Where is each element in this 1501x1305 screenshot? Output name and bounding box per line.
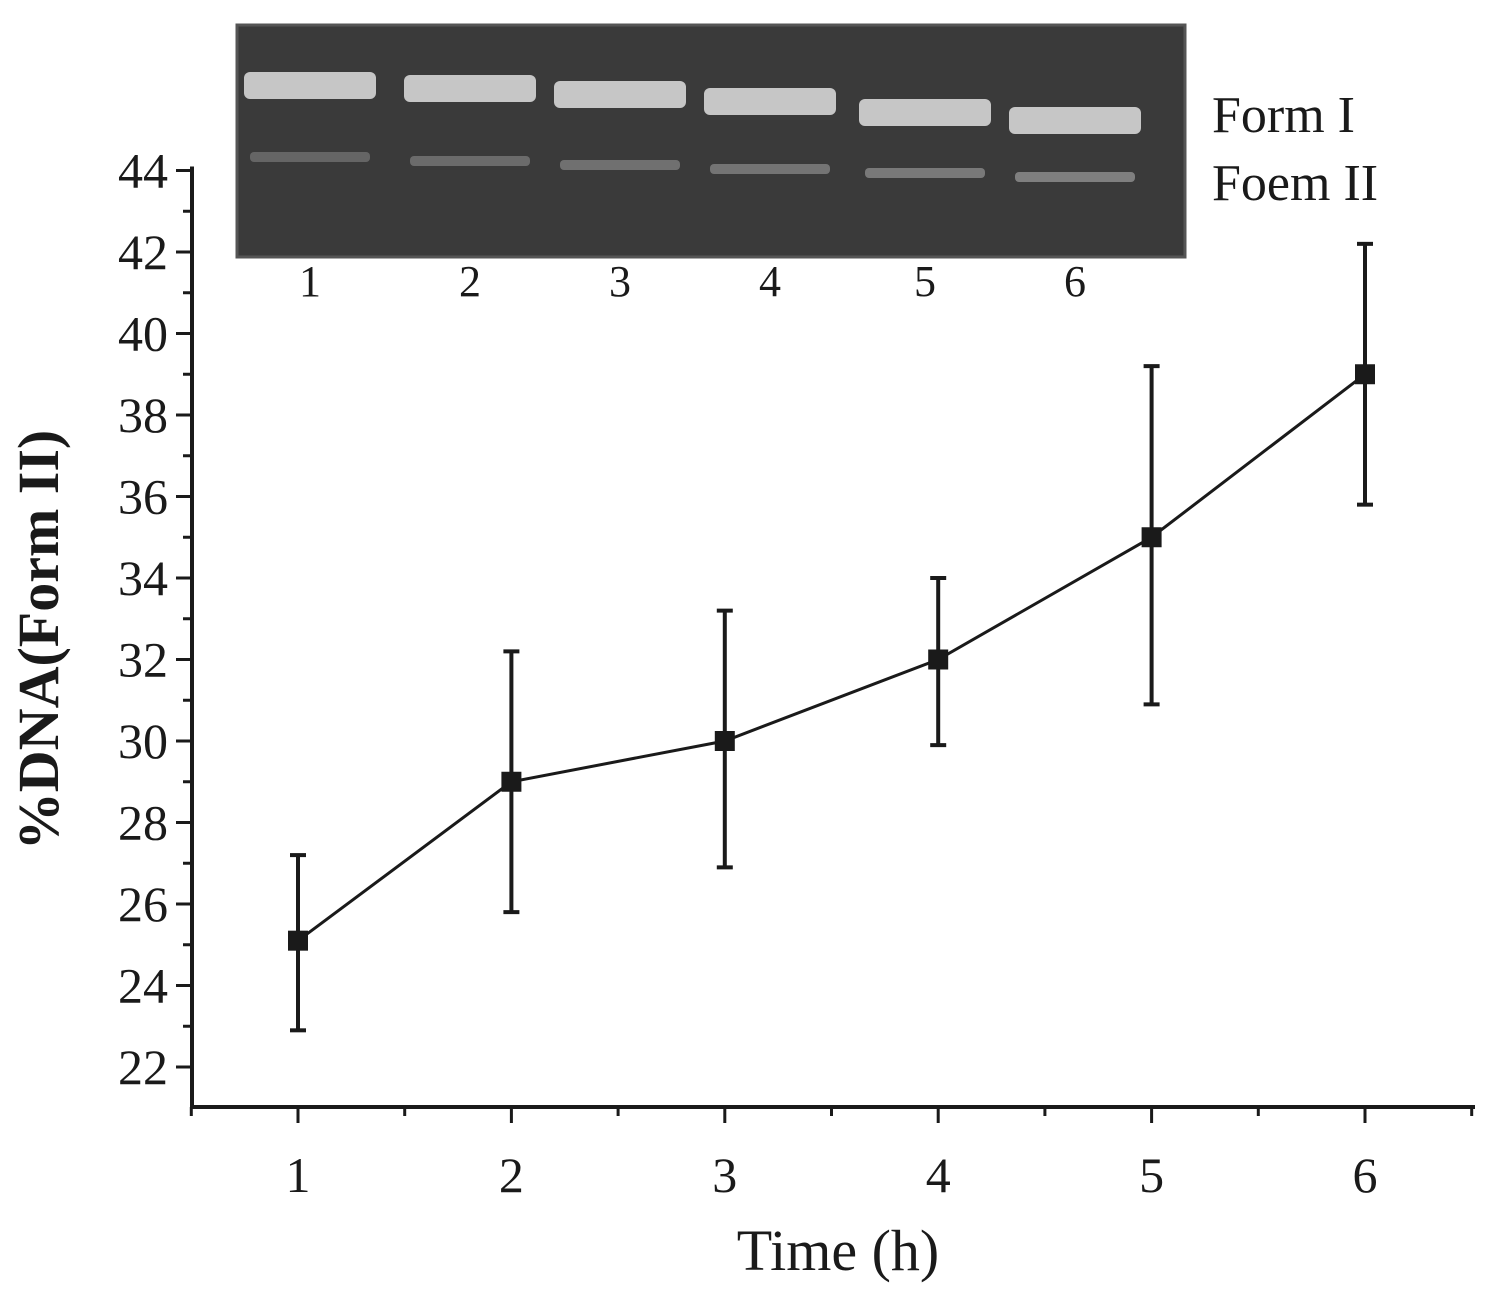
gel-band-form-i <box>1009 107 1141 134</box>
x-tick-label: 3 <box>712 1147 737 1203</box>
y-tick-label: 44 <box>118 143 168 199</box>
gel-lane-label: 5 <box>914 257 936 306</box>
x-tick-label: 2 <box>499 1147 524 1203</box>
data-point <box>501 771 522 792</box>
gel-lane-label: 2 <box>459 257 481 306</box>
gel-band-label: Form I <box>1212 87 1355 144</box>
y-tick-label: 38 <box>118 387 168 443</box>
y-tick-label: 32 <box>118 632 168 688</box>
plot-area <box>288 241 1375 1033</box>
y-tick-label: 24 <box>118 958 168 1014</box>
gel-band-form-ii <box>250 152 370 162</box>
gel-band-form-i <box>859 99 991 126</box>
gel-band-form-ii <box>1015 172 1135 182</box>
data-point <box>928 649 949 670</box>
y-tick-label: 42 <box>118 224 168 280</box>
gel-band-form-ii <box>865 168 985 178</box>
gel-band-form-ii <box>410 156 530 166</box>
x-tick-label: 1 <box>286 1147 311 1203</box>
y-tick-label: 26 <box>118 876 168 932</box>
y-tick-label: 36 <box>118 469 168 525</box>
gel-lane-label: 6 <box>1064 257 1086 306</box>
data-point <box>288 930 308 951</box>
data-point <box>1355 364 1375 385</box>
data-point <box>1141 527 1162 548</box>
x-tick-label: 6 <box>1353 1147 1378 1203</box>
data-point <box>714 731 735 751</box>
gel-image <box>235 23 1187 259</box>
x-tick-label: 5 <box>1139 1147 1164 1203</box>
gel-band-form-i <box>244 72 376 99</box>
gel-band-form-ii <box>710 164 830 174</box>
gel-lane-label: 3 <box>609 257 631 306</box>
gel-band-form-i <box>704 88 836 115</box>
gel-band-form-ii <box>560 160 680 170</box>
y-tick-label: 40 <box>118 306 168 362</box>
gel-lane-label: 1 <box>299 257 321 306</box>
x-tick-label: 4 <box>926 1147 951 1203</box>
gel-band-form-i <box>404 75 536 102</box>
series-line <box>297 373 1366 942</box>
gel-inset: 1 2 3 4 5 6 Form I Foem II <box>235 23 1378 306</box>
x-axis-title: Time (h) <box>737 1218 940 1283</box>
gel-band-form-i <box>554 81 686 108</box>
y-tick-label: 28 <box>118 795 168 851</box>
y-axis-title: %DNA(Form II) <box>6 430 71 850</box>
y-tick-label: 34 <box>118 550 168 606</box>
gel-lane-label: 4 <box>759 257 781 306</box>
gel-band-label: Foem II <box>1212 155 1378 212</box>
y-tick-label: 22 <box>118 1039 168 1095</box>
y-tick-label: 30 <box>118 713 168 769</box>
